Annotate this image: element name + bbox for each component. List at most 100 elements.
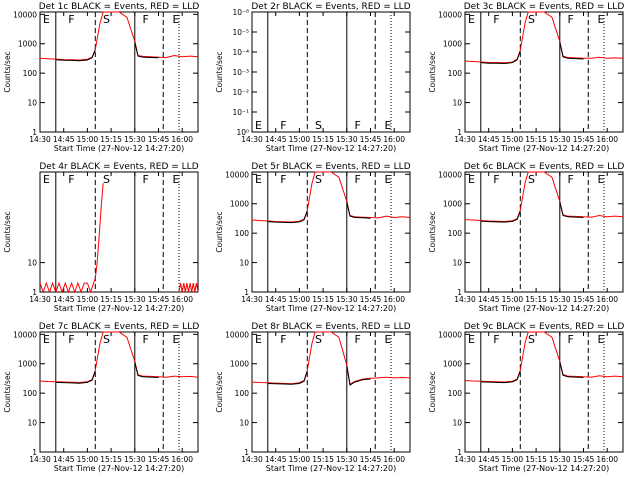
x-tick-label: 15:00 [502,135,524,144]
series-line-events [55,49,96,62]
x-axis-label: Start Time (27-Nov-12 14:27:20) [54,304,184,313]
x-tick-label: 15:15 [312,135,334,144]
y-tick-label: 1 [457,288,462,297]
panel-title: Det 5r BLACK = Events, RED = LLD [251,162,410,172]
x-tick-label: 14:45 [53,135,75,144]
x-tick-label: 15:15 [100,135,122,144]
panel-7: Det 7c BLACK = Events, RED = LLD 14:30 14:… [3,322,199,473]
series-line-lld [178,283,199,293]
series-line-events [346,365,371,386]
x-tick-label: 14:30 [454,295,476,304]
x-axis-label: Start Time (27-Nov-12 14:27:20) [266,144,396,153]
x-tick-label: 15:30 [124,135,146,144]
x-tick-label: 15:45 [360,295,382,304]
panel-4: Det 4r BLACK = Events, RED = LLD 14:30 14:… [3,162,199,313]
interval-letter: F [493,333,499,346]
series-line-lld [251,171,411,223]
x-tick-label: 15:45 [360,135,382,144]
y-tick-label: 100 [448,229,463,238]
panel-3: Det 3c BLACK = Events, RED = LLD 14:30 14:… [428,2,624,153]
y-tick-label: 10⁻¹ [232,108,249,117]
x-tick-label: 15:00 [77,135,99,144]
series-line-lld [39,11,199,61]
y-tick-label: 1 [244,448,249,457]
interval-letter: E [598,333,605,346]
y-tick-label: 1000 [443,40,462,49]
interval-letter: E [173,13,180,26]
x-tick-label: 14:45 [478,135,500,144]
interval-letter: E [173,333,180,346]
x-tick-label: 15:45 [148,135,170,144]
x-tick-label: 15:00 [289,455,311,464]
x-tick-label: 15:15 [525,455,547,464]
x-tick-label: 15:45 [573,295,595,304]
x-axis-label: Start Time (27-Nov-12 14:27:20) [266,464,396,473]
y-tick-label: 10⁻⁴ [232,48,249,57]
x-tick-label: 16:00 [596,455,618,464]
y-tick-label: 10⁻² [232,88,249,97]
series-line-lld [251,331,411,386]
x-tick-label: 15:45 [360,455,382,464]
interval-letter: E [598,13,605,26]
interval-letter: F [143,173,149,186]
y-tick-label: 1 [457,128,462,137]
y-tick-label: 10000 [13,10,37,19]
x-tick-label: 15:15 [100,295,122,304]
y-tick-label: 10⁻³ [232,68,249,77]
y-tick-label: 100 [448,389,463,398]
x-tick-label: 15:30 [549,135,571,144]
interval-letter: S [103,173,110,186]
interval-letter: E [43,333,50,346]
y-tick-label: 10000 [13,330,37,339]
y-tick-label: 100 [448,69,463,78]
series-line-events [346,201,371,219]
y-axis-label: Counts/sec [3,371,12,412]
series-line-lld [464,171,624,223]
y-axis-label: Counts/sec [215,211,224,252]
x-tick-label: 16:00 [171,135,193,144]
interval-letter: E [255,119,262,132]
x-tick-label: 14:30 [29,135,51,144]
x-tick-label: 15:30 [336,455,358,464]
y-tick-label: 10⁻⁶ [232,8,249,17]
series-line-events [480,210,521,223]
x-tick-label: 15:30 [549,295,571,304]
x-tick-label: 15:15 [312,295,334,304]
interval-letter: E [43,173,50,186]
interval-letter: E [468,333,475,346]
panel-1: Det 1c BLACK = Events, RED = LLD 14:30 14:… [3,2,199,153]
interval-letter: E [173,173,180,186]
interval-letter: S [315,333,322,346]
x-tick-label: 15:30 [124,295,146,304]
series-line-lld [39,331,199,384]
series-line-events [267,210,308,224]
y-tick-label: 10000 [438,330,462,339]
y-tick-label: 10000 [225,330,249,339]
x-tick-label: 16:00 [596,295,618,304]
x-tick-label: 15:30 [124,455,146,464]
x-tick-label: 15:45 [148,455,170,464]
x-tick-label: 14:30 [454,135,476,144]
x-tick-label: 15:00 [289,135,311,144]
x-tick-label: 15:45 [573,455,595,464]
x-tick-label: 16:00 [383,295,405,304]
x-axis-label: Start Time (27-Nov-12 14:27:20) [266,304,396,313]
x-axis-label: Start Time (27-Nov-12 14:27:20) [479,304,609,313]
interval-letter: S [528,333,535,346]
y-tick-label: 10 [27,99,37,108]
interval-letter: F [68,173,74,186]
series-line-events [559,201,584,218]
x-tick-label: 16:00 [171,295,193,304]
interval-letter: F [568,173,574,186]
series-line-events [55,370,96,384]
y-tick-label: 10 [452,99,462,108]
x-axis-label: Start Time (27-Nov-12 14:27:20) [54,464,184,473]
y-tick-label: 10 [452,419,462,428]
y-axis-label: Counts/sec [3,211,12,252]
y-tick-label: 1000 [230,360,249,369]
interval-letter: S [103,13,110,26]
x-tick-label: 15:45 [573,135,595,144]
y-tick-label: 10 [27,259,37,268]
panel-title: Det 1c BLACK = Events, RED = LLD [39,2,200,12]
